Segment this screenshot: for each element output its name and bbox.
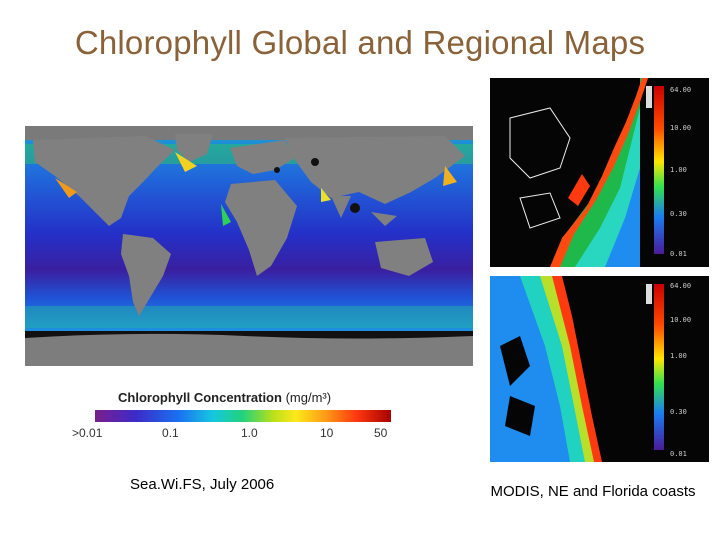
slide-title: Chlorophyll Global and Regional Maps: [74, 24, 646, 61]
regional-maps-caption: MODIS, NE and Florida coasts: [490, 483, 696, 500]
global-map-caption: Sea.Wi.FS, July 2006: [130, 476, 275, 493]
colorbar-tick: 0.1: [162, 426, 179, 440]
ne-tick: 10.00: [670, 124, 691, 132]
ne-tick: 64.00: [670, 86, 691, 94]
fl-tick: 1.00: [670, 352, 687, 360]
ne-tick: 0.30: [670, 210, 687, 218]
fl-tick: 64.00: [670, 282, 691, 290]
colorbar-tick: 10: [320, 426, 334, 440]
florida-coast-map: 64.00 10.00 1.00 0.30 0.01: [490, 276, 709, 462]
colorbar-tick: 50: [374, 426, 388, 440]
colorbar-label-text: Chlorophyll Concentration: [118, 390, 282, 405]
colorbar: [95, 410, 391, 422]
global-chlorophyll-map: [25, 126, 473, 366]
colorbar-tick: 1.0: [241, 426, 258, 440]
ne-tick: 1.00: [670, 166, 687, 174]
ne-tick: 0.01: [670, 250, 687, 258]
ne-coast-map: 64.00 10.00 1.00 0.30 0.01: [490, 78, 709, 267]
fl-tick: 0.01: [670, 450, 687, 458]
fl-tick: 0.30: [670, 408, 687, 416]
fl-tick: 10.00: [670, 316, 691, 324]
colorbar-unit: (mg/m³): [285, 390, 332, 405]
colorbar-label: Chlorophyll Concentration (mg/m³): [118, 390, 331, 405]
colorbar-tick: >0.01: [72, 426, 103, 440]
